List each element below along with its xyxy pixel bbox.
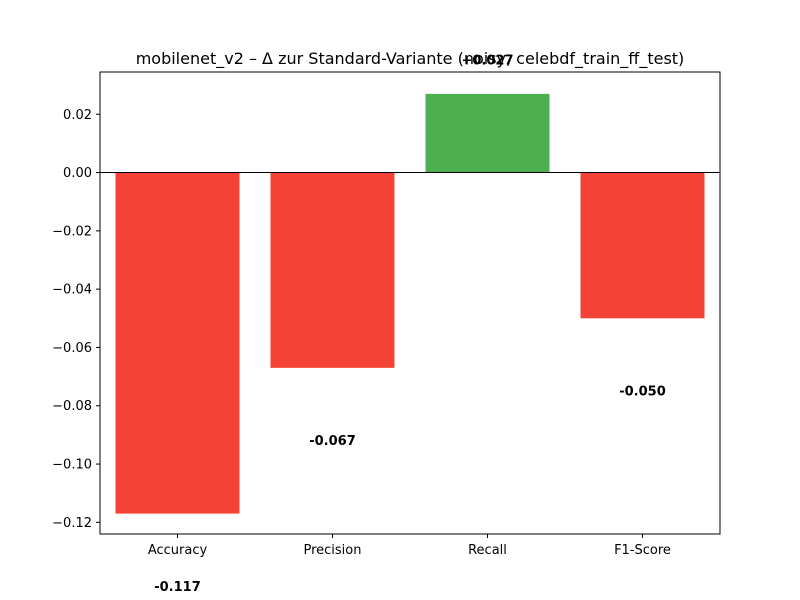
x-tick-label: Accuracy xyxy=(148,543,208,558)
x-tick-label: F1-Score xyxy=(614,543,671,558)
data-label: +0.027 xyxy=(461,54,513,69)
y-tick-label: 0.02 xyxy=(63,108,92,123)
y-tick-label: 0.00 xyxy=(63,166,92,181)
bar-recall xyxy=(425,93,550,173)
data-label: -0.117 xyxy=(154,580,201,595)
bar-accuracy xyxy=(115,172,240,514)
y-tick-label: −0.02 xyxy=(52,224,92,239)
data-label: -0.067 xyxy=(309,434,356,449)
x-tick-label: Precision xyxy=(303,543,361,558)
y-tick-label: −0.06 xyxy=(52,341,92,356)
data-label: -0.050 xyxy=(619,385,666,400)
chart-title: mobilenet_v2 – Δ zur Standard-Variante (… xyxy=(136,49,685,69)
y-tick-label: −0.04 xyxy=(52,283,92,298)
bar-f1-score xyxy=(580,172,705,319)
x-tick-label: Recall xyxy=(468,543,507,558)
y-tick-label: −0.08 xyxy=(52,399,92,414)
plot-area: 0.02 0.00 −0.02 −0.04 −0.06 −0.08 −0.10 −0.12 Ac… xyxy=(52,54,721,595)
bar-precision xyxy=(270,172,395,368)
y-tick-label: −0.12 xyxy=(52,516,92,531)
plot-frame xyxy=(99,71,721,535)
y-tick-label: −0.10 xyxy=(52,458,92,473)
